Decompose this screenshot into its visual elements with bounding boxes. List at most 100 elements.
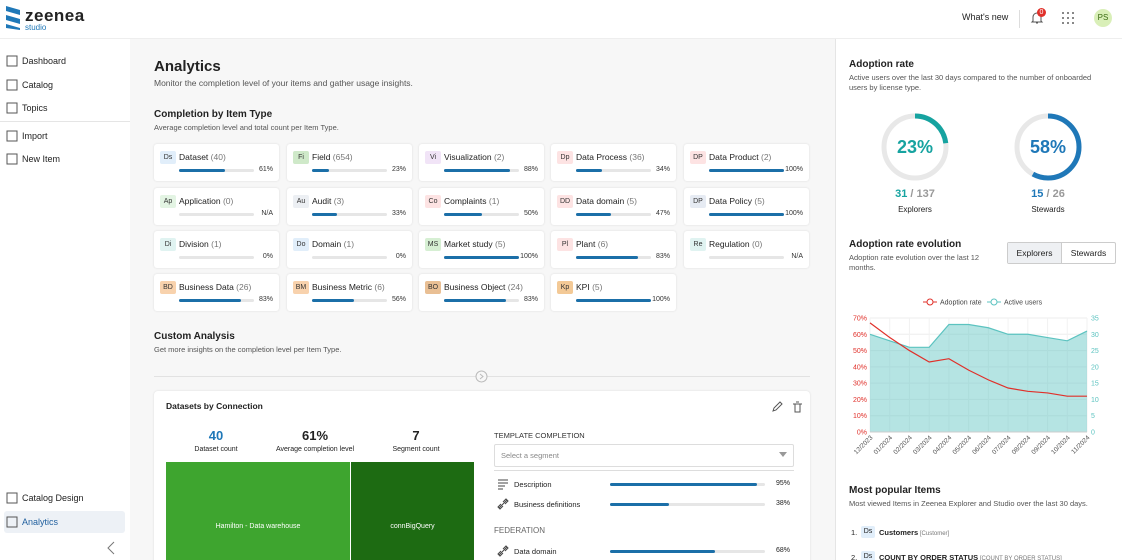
item-pct: 88% xyxy=(523,166,538,173)
item-badge: BD xyxy=(160,281,176,294)
x-tick-label: 04/2024 xyxy=(932,434,954,456)
treemap-cell[interactable] xyxy=(166,462,350,560)
item-name: Complaints xyxy=(444,196,487,206)
completion-name: Description xyxy=(514,480,552,489)
item-pct: 0% xyxy=(395,253,406,260)
collapse-icon[interactable] xyxy=(104,540,118,556)
item-pct: 56% xyxy=(391,296,406,303)
nav-item[interactable]: Analytics xyxy=(22,517,59,527)
x-tick-label: 08/2024 xyxy=(1011,434,1033,456)
stat-label: Segment count xyxy=(392,446,440,453)
item-title: Plant (6) xyxy=(576,239,608,249)
completion-pct: 68% xyxy=(775,547,790,554)
stat-label: Average completion level xyxy=(275,446,355,453)
nav-item[interactable]: Catalog xyxy=(22,80,54,90)
nav-item[interactable]: New Item xyxy=(22,154,61,164)
item-pct: N/A xyxy=(791,253,803,260)
card-actions[interactable] xyxy=(772,401,804,413)
y-tick-label: 10% xyxy=(853,413,867,420)
item-tag: [COUNT BY ORDER STATUS] xyxy=(978,556,1062,560)
legend-marker xyxy=(990,298,998,306)
item-badge: MS xyxy=(425,238,441,251)
item-badge: BO xyxy=(425,281,441,294)
item-badge: Pl xyxy=(557,238,573,251)
item-name: Data Product xyxy=(709,152,759,162)
y2-tick-label: 25 xyxy=(1091,348,1099,355)
item-badge: Dp xyxy=(557,151,573,164)
x-tick-label: 02/2024 xyxy=(892,434,914,456)
item-count: (0) xyxy=(749,239,763,249)
item-badge: Vi xyxy=(425,151,441,164)
progress-track xyxy=(444,213,519,216)
treemap-cell[interactable] xyxy=(351,462,474,560)
item-name: KPI xyxy=(576,282,590,292)
item-name: Division xyxy=(179,239,209,249)
nav-item[interactable]: Topics xyxy=(22,103,48,113)
item-count: (36) xyxy=(627,152,645,162)
item-name: Regulation xyxy=(709,239,750,249)
description-icon xyxy=(498,479,508,490)
nav-icon xyxy=(6,492,18,504)
y2-tick-label: 15 xyxy=(1091,381,1099,388)
item-pct: 100% xyxy=(785,210,803,217)
x-tick-label: 07/2024 xyxy=(991,434,1013,456)
separator xyxy=(0,121,130,122)
segment-select[interactable] xyxy=(494,444,794,467)
x-tick-label: 03/2024 xyxy=(912,434,934,456)
x-tick-label: 10/2024 xyxy=(1050,434,1072,456)
y-tick-label: 20% xyxy=(853,397,867,404)
add-icon[interactable] xyxy=(475,370,488,383)
item-pct: N/A xyxy=(261,210,273,217)
item-badge: Ap xyxy=(160,195,176,208)
tab[interactable]: Stewards xyxy=(1061,243,1115,263)
tab[interactable]: Explorers xyxy=(1008,243,1061,263)
completion-pct: 95% xyxy=(775,480,790,487)
donut-arc xyxy=(1014,113,1082,181)
progress-fill xyxy=(709,169,784,172)
apps-icon[interactable] xyxy=(1062,12,1074,24)
item-badge: Au xyxy=(293,195,309,208)
item-name: Business Metric xyxy=(312,282,372,292)
nav-item[interactable]: Import xyxy=(22,131,48,141)
item-title: Data Process (36) xyxy=(576,152,645,162)
item-badge: BM xyxy=(293,281,309,294)
progress-fill xyxy=(444,213,482,216)
progress-fill xyxy=(576,299,651,302)
logo-text: zeenea xyxy=(25,6,85,25)
y2-tick-label: 20 xyxy=(1091,364,1099,371)
nav-item[interactable]: Dashboard xyxy=(22,56,67,66)
donut-stat: 15 / 26 xyxy=(998,188,1098,200)
item-count: (1) xyxy=(486,196,500,206)
y2-tick-label: 30 xyxy=(1091,332,1099,339)
line xyxy=(869,322,1087,397)
legend-marker xyxy=(926,298,934,306)
item-title: Audit (3) xyxy=(312,196,344,206)
item-count: (1) xyxy=(341,239,355,249)
whats-new[interactable]: What's new xyxy=(962,12,1009,22)
item-name: Business Object xyxy=(444,282,506,292)
adoption-chart: 0% 10% 20% 30% 40% 50% 60% 70% 0 5 10 15 20 25 30 35 12/… xyxy=(853,298,1099,456)
popular-item[interactable]: Customers [Customer] xyxy=(879,528,949,537)
item-title: Application (0) xyxy=(179,196,233,206)
item-name: Data Process xyxy=(576,152,628,162)
item-name: Domain xyxy=(312,239,342,249)
progress-fill xyxy=(312,169,330,172)
item-count: (5) xyxy=(752,196,765,206)
progress-fill xyxy=(444,256,519,259)
item-title: Field (654) xyxy=(312,152,353,162)
item-badge: Ds xyxy=(160,151,176,164)
item-title: Market study (5) xyxy=(444,239,505,249)
item-badge: Ds xyxy=(861,526,875,538)
item-badge: Re xyxy=(690,238,706,251)
item-count: (6) xyxy=(372,282,385,292)
item-pct: 33% xyxy=(391,210,406,217)
avatar[interactable]: PS xyxy=(1094,9,1112,27)
item-name: Customers xyxy=(879,528,919,537)
legend-label: Adoption rate xyxy=(940,300,982,307)
nav-item[interactable]: Catalog Design xyxy=(22,493,84,503)
item-title: Division (1) xyxy=(179,239,222,249)
item-pct: 23% xyxy=(391,166,406,173)
item-name: Audit xyxy=(312,196,332,206)
item-pct: 34% xyxy=(655,166,670,173)
popular-item[interactable]: COUNT BY ORDER STATUS [COUNT BY ORDER ST… xyxy=(879,553,1062,560)
